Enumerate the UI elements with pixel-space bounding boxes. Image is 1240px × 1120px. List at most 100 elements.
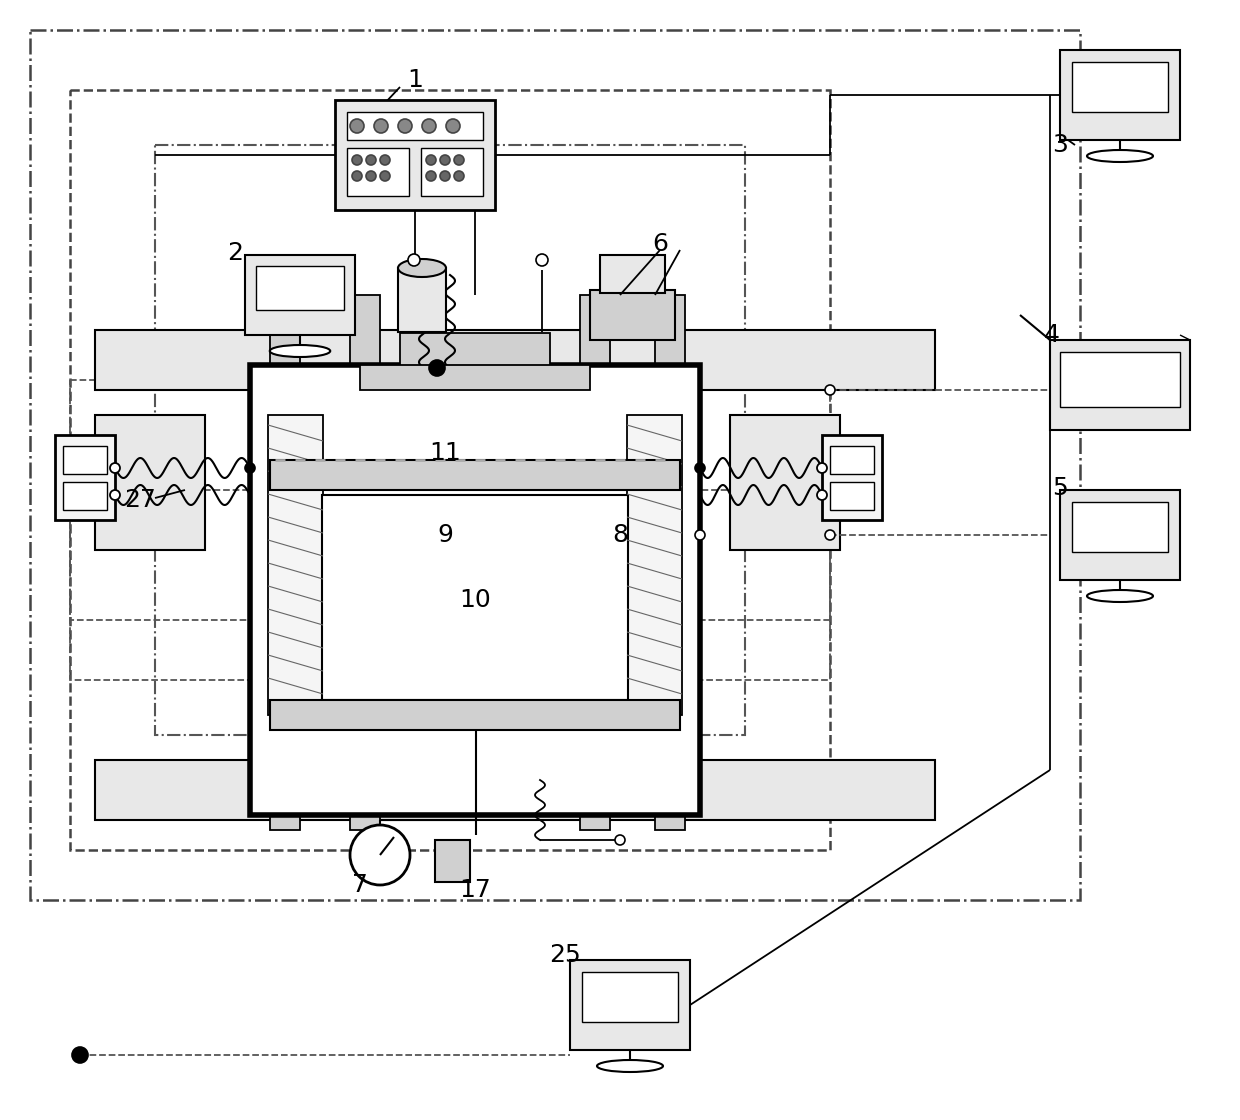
Circle shape — [615, 836, 625, 844]
Text: 27: 27 — [124, 488, 156, 512]
Circle shape — [817, 491, 827, 500]
Circle shape — [374, 119, 388, 133]
Bar — [69, 90, 830, 850]
Circle shape — [446, 119, 460, 133]
Circle shape — [110, 463, 120, 473]
Circle shape — [817, 463, 827, 473]
Circle shape — [427, 171, 436, 181]
Ellipse shape — [596, 1060, 663, 1072]
Bar — [830, 446, 874, 474]
Ellipse shape — [1087, 590, 1153, 603]
Text: 5: 5 — [1052, 476, 1068, 500]
Bar — [270, 460, 680, 491]
Bar — [1073, 62, 1168, 112]
Circle shape — [440, 171, 450, 181]
Text: 6: 6 — [652, 232, 668, 256]
Ellipse shape — [1087, 150, 1153, 162]
Ellipse shape — [398, 259, 446, 277]
Bar — [398, 268, 446, 332]
Bar — [822, 435, 882, 520]
Bar — [582, 972, 678, 1021]
Circle shape — [694, 530, 706, 540]
Circle shape — [427, 155, 436, 165]
Bar — [1060, 352, 1180, 407]
Bar — [95, 330, 935, 390]
Bar — [95, 416, 205, 550]
Bar — [350, 295, 379, 365]
Bar — [350, 760, 379, 830]
Bar — [335, 100, 495, 211]
Circle shape — [454, 171, 464, 181]
Text: 3: 3 — [1052, 133, 1068, 157]
Circle shape — [825, 530, 835, 540]
Bar — [360, 365, 590, 390]
Circle shape — [408, 254, 420, 267]
Bar — [580, 295, 610, 365]
Text: 1: 1 — [407, 68, 423, 92]
Bar — [69, 491, 830, 620]
Bar — [347, 112, 484, 140]
Bar — [268, 416, 322, 715]
Circle shape — [246, 463, 255, 473]
Circle shape — [110, 491, 120, 500]
Circle shape — [536, 254, 548, 267]
Bar — [580, 760, 610, 830]
Bar — [655, 760, 684, 830]
Circle shape — [366, 155, 376, 165]
Text: 10: 10 — [459, 588, 491, 612]
Circle shape — [398, 119, 412, 133]
Bar — [250, 365, 701, 815]
Bar — [155, 144, 745, 735]
Bar — [246, 255, 355, 335]
Circle shape — [694, 463, 706, 473]
Circle shape — [422, 119, 436, 133]
Bar — [322, 495, 627, 700]
Bar — [422, 148, 484, 196]
Bar — [730, 416, 839, 550]
Bar — [1073, 502, 1168, 551]
Bar — [600, 255, 665, 293]
Circle shape — [429, 360, 445, 376]
Circle shape — [350, 825, 410, 885]
Text: 9: 9 — [436, 523, 453, 547]
Text: 25: 25 — [549, 943, 580, 967]
Circle shape — [379, 155, 391, 165]
Circle shape — [72, 1047, 88, 1063]
Text: 11: 11 — [429, 441, 461, 465]
Bar — [1060, 50, 1180, 140]
Bar — [1050, 340, 1190, 430]
Bar — [255, 267, 343, 310]
Bar — [63, 482, 107, 510]
Bar — [270, 295, 300, 365]
Bar — [1060, 491, 1180, 580]
Bar — [95, 760, 935, 820]
Text: 17: 17 — [459, 878, 491, 902]
Bar — [63, 446, 107, 474]
Bar — [270, 700, 680, 730]
Bar — [435, 840, 470, 883]
Bar — [270, 760, 300, 830]
Circle shape — [366, 171, 376, 181]
Text: 8: 8 — [613, 523, 627, 547]
Ellipse shape — [270, 345, 330, 357]
Bar — [55, 435, 115, 520]
Text: 2: 2 — [227, 241, 243, 265]
Bar — [347, 148, 409, 196]
Text: 4: 4 — [1044, 323, 1060, 347]
Bar — [590, 290, 675, 340]
Circle shape — [352, 171, 362, 181]
Bar — [30, 30, 1080, 900]
Text: 7: 7 — [352, 872, 368, 897]
Circle shape — [352, 155, 362, 165]
Bar — [627, 416, 682, 715]
Circle shape — [440, 155, 450, 165]
Bar — [69, 380, 830, 680]
Bar — [830, 482, 874, 510]
Bar — [570, 960, 689, 1051]
Circle shape — [350, 119, 365, 133]
Bar — [655, 295, 684, 365]
Circle shape — [379, 171, 391, 181]
Circle shape — [454, 155, 464, 165]
Circle shape — [825, 385, 835, 395]
Bar — [401, 333, 551, 368]
